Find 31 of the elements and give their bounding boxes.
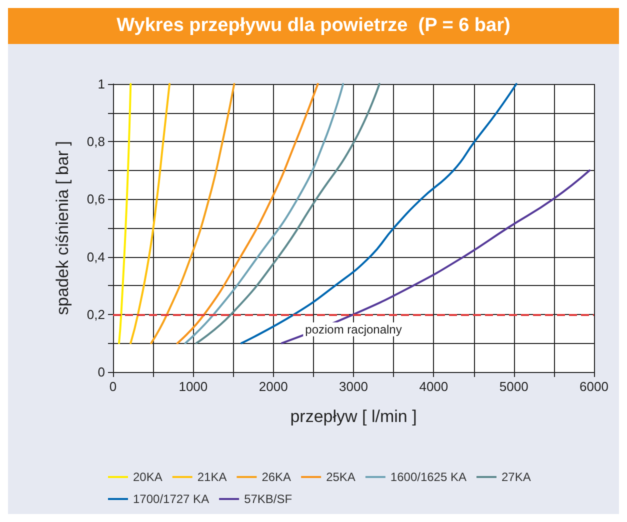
x-tick-label: 0: [109, 379, 117, 394]
legend-label: 21KA: [197, 470, 227, 484]
x-tick-label: 3000: [339, 379, 368, 394]
line-series: [150, 83, 236, 344]
line-series: [184, 83, 344, 344]
y-tick-label: 0,8: [86, 134, 105, 150]
x-axis-title: przepływ [ l/min ]: [290, 407, 417, 426]
legend-label: 25KA: [326, 470, 356, 484]
y-tick-label: 0: [98, 364, 105, 380]
ref-line-label: poziom racjonalny: [305, 322, 402, 336]
legend-label: 1700/1727 KA: [133, 492, 210, 506]
y-axis-title: spadek ciśnienia [ bar ]: [53, 141, 72, 315]
line-series: [130, 83, 171, 344]
line-series: [240, 83, 518, 344]
legend-label: 57KB/SF: [244, 492, 292, 506]
x-tick-label: 1000: [178, 379, 208, 394]
y-tick-label: 0,6: [86, 192, 105, 207]
x-tick-label: 5000: [499, 379, 528, 394]
legend-label: 20KA: [133, 470, 162, 484]
x-tick-label: 4000: [419, 379, 448, 394]
chart-title: Wykres przepływu dla powietrze (P = 6 bar): [8, 8, 619, 44]
y-tick-label: 0,4: [86, 249, 105, 264]
line-series: [280, 169, 591, 344]
y-tick-label: 1: [98, 76, 105, 92]
legend-label: 27KA: [501, 470, 531, 484]
x-tick-label: 2000: [258, 379, 288, 394]
line-series: [118, 83, 132, 344]
legend-label: 1600/1625 KA: [390, 470, 466, 484]
y-tick-label: 0,2: [86, 306, 105, 322]
legend-label: 26KA: [262, 470, 292, 484]
x-tick-label: 6000: [580, 379, 608, 394]
